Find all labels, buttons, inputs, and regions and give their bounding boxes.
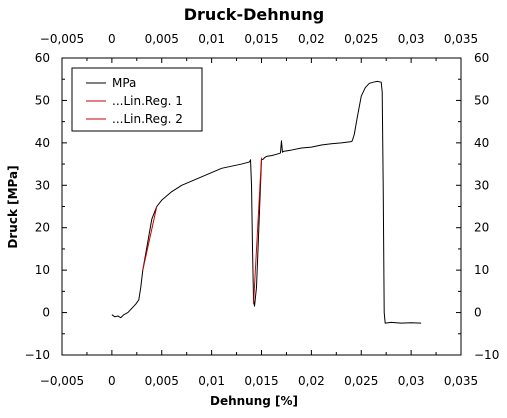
y-tick-label-right: −10	[474, 348, 499, 362]
x-tick-label-top: 0,02	[298, 32, 325, 46]
x-tick-label-top: 0,025	[344, 32, 378, 46]
legend-label-lin-reg-1: ...Lin.Reg. 1	[112, 94, 183, 108]
x-tick-label-bottom: 0,005	[145, 374, 179, 388]
y-tick-label-left: 20	[35, 221, 50, 235]
plot-frame	[61, 57, 462, 356]
y-tick-label-left: 10	[35, 263, 50, 277]
legend-label-lin-reg-2: ...Lin.Reg. 2	[112, 112, 183, 126]
x-tick-label-bottom: 0,01	[198, 374, 225, 388]
y-axis-left-ticks: −10 0 10 20 30 40 50 60	[25, 51, 67, 362]
y-tick-label-right: 60	[474, 51, 489, 65]
x-tick-label-top: −0,005	[40, 32, 84, 46]
x-axis-label: Dehnung [%]	[210, 394, 298, 408]
x-axis-top-ticks: −0,005 0 0,005 0,01 0,015 0,02 0,025 0,03 0,035	[40, 32, 478, 63]
y-tick-label-left: 40	[35, 136, 50, 150]
legend-label-mpa: MPa	[112, 76, 136, 90]
x-tick-label-top: 0,015	[244, 32, 278, 46]
x-tick-label-bottom: 0,02	[298, 374, 325, 388]
legend: MPa ...Lin.Reg. 1 ...Lin.Reg. 2	[71, 67, 203, 132]
y-tick-label-right: 40	[474, 136, 489, 150]
y-tick-label-right: 0	[474, 306, 482, 320]
series-line-2	[253, 157, 262, 305]
chart-title: Druck-Dehnung	[184, 5, 324, 24]
series-layer	[111, 80, 422, 324]
y-tick-label-right: 30	[474, 178, 489, 192]
y-tick-label-left: 0	[42, 306, 50, 320]
x-axis-bottom-ticks: −0,005 0 0,005 0,01 0,015 0,02 0,025 0,03 0,035	[40, 350, 478, 388]
y-tick-label-left: 50	[35, 93, 50, 107]
x-tick-label-bottom: 0,035	[444, 374, 478, 388]
x-tick-label-bottom: 0,03	[398, 374, 425, 388]
x-tick-label-bottom: 0	[108, 374, 116, 388]
x-tick-label-bottom: −0,005	[40, 374, 84, 388]
x-tick-label-bottom: 0,015	[244, 374, 278, 388]
y-axis-right-ticks: −10 0 10 20 30 40 50 60	[456, 51, 499, 362]
y-tick-label-left: 30	[35, 178, 50, 192]
y-tick-label-right: 50	[474, 93, 489, 107]
x-tick-label-bottom: 0,025	[344, 374, 378, 388]
y-tick-label-left: 60	[35, 51, 50, 65]
x-tick-label-top: 0,01	[198, 32, 225, 46]
x-tick-label-top: 0,03	[398, 32, 425, 46]
series-line-1	[142, 206, 158, 271]
y-tick-label-left: −10	[25, 348, 50, 362]
y-axis-label: Druck [MPa]	[6, 165, 20, 248]
x-tick-label-top: 0,005	[145, 32, 179, 46]
y-tick-label-right: 20	[474, 221, 489, 235]
x-tick-label-top: 0,035	[444, 32, 478, 46]
x-tick-label-top: 0	[108, 32, 116, 46]
y-tick-label-right: 10	[474, 263, 489, 277]
legend-box	[71, 67, 203, 132]
